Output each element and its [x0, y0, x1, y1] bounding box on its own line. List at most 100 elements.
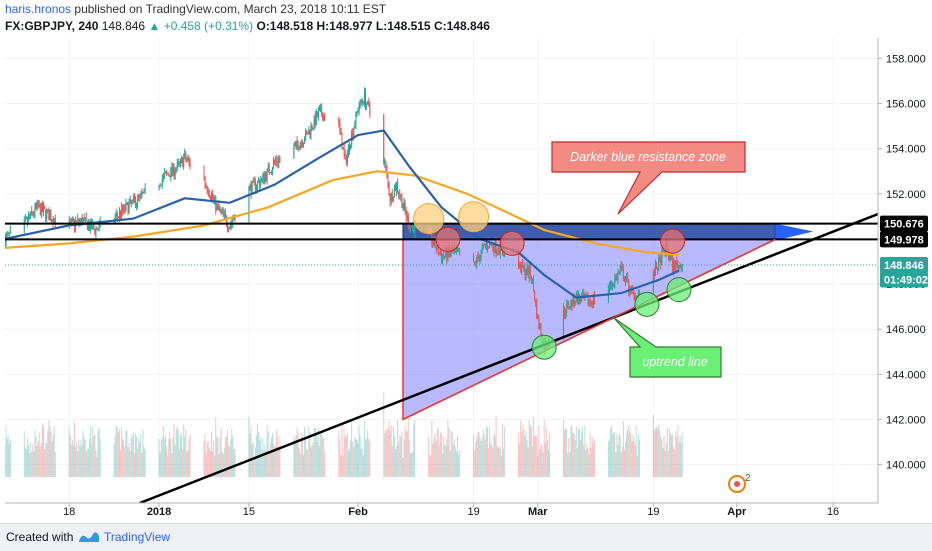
volume-bar	[316, 442, 318, 477]
candle-body	[444, 255, 446, 258]
volume-bar	[497, 446, 499, 477]
volume-bar	[663, 435, 665, 477]
volume-bar	[188, 439, 190, 477]
volume-bar	[297, 432, 299, 477]
volume-bar	[172, 437, 174, 477]
candle-body	[124, 205, 126, 211]
candle-body	[387, 175, 389, 184]
volume-bar	[368, 438, 370, 477]
candle-body	[368, 101, 370, 106]
volume-bar	[234, 448, 236, 477]
candle-body	[125, 203, 127, 211]
x-tick-label: 19	[647, 506, 659, 518]
resistance-callout-box	[551, 141, 746, 215]
candle-body	[84, 217, 86, 219]
volume-bar	[256, 423, 258, 477]
candle-body	[160, 184, 162, 186]
volume-bar	[612, 433, 614, 477]
candle-body	[404, 202, 406, 211]
candle-body	[299, 143, 301, 149]
volume-bar	[653, 430, 655, 477]
volume-bar	[225, 436, 227, 477]
price-axis[interactable]: 158.000156.000154.000152.000150.000148.0…	[878, 53, 926, 472]
volume-bar	[313, 427, 315, 477]
volume-bar	[70, 444, 72, 477]
time-axis[interactable]: 18 2018 15 Feb 19 Mar 19 Apr 16	[63, 503, 839, 518]
candle-body	[383, 114, 385, 163]
candle-body	[262, 174, 264, 179]
candle-body	[497, 251, 499, 253]
volume-bar	[657, 428, 659, 477]
candle-body	[176, 162, 178, 169]
volume-bar	[179, 435, 181, 477]
candle-body	[521, 262, 523, 272]
volume-bar	[23, 430, 25, 477]
volume-bar	[207, 441, 209, 477]
candle-body	[234, 218, 236, 222]
author-link[interactable]: haris.hronos	[5, 2, 72, 16]
candle-body	[29, 216, 31, 218]
candle-body	[539, 326, 541, 328]
volume-bar	[307, 450, 309, 477]
candle-body	[350, 145, 352, 150]
candle-body	[538, 316, 540, 328]
volume-bar	[5, 425, 7, 477]
volume-bar	[488, 447, 490, 477]
volume-bar	[71, 439, 73, 477]
footer-bar: Created with TradingView	[0, 523, 932, 551]
volume-bar	[338, 430, 340, 477]
volume-bar	[617, 445, 619, 477]
candle-body	[68, 220, 70, 224]
candle-body	[139, 194, 141, 197]
volume-bar	[613, 432, 615, 477]
ma-fast-line	[5, 129, 680, 299]
volume-bar	[133, 453, 135, 477]
volume-bar	[659, 430, 661, 477]
candle-body	[96, 228, 98, 230]
volume-bar	[358, 425, 360, 477]
volume-bar	[116, 426, 118, 477]
volume-bar	[498, 448, 500, 477]
replay-icon[interactable]	[728, 475, 746, 493]
candle-body	[28, 216, 30, 222]
volume-bar	[344, 437, 346, 477]
candle-body	[320, 107, 322, 109]
candle-body	[489, 242, 491, 249]
candle-body	[577, 294, 579, 304]
y-tick-label: 144.000	[886, 369, 926, 381]
candle-body	[77, 218, 79, 221]
volume-bar	[41, 423, 43, 477]
volume-bar	[533, 416, 535, 477]
candle-body	[491, 244, 493, 246]
candle-body	[47, 210, 49, 212]
candle-body	[412, 226, 414, 228]
candle-body	[162, 175, 164, 179]
volume-bar	[174, 445, 176, 477]
volume-bar	[611, 425, 613, 477]
volume-bar	[216, 436, 218, 477]
candle-body	[526, 267, 528, 274]
candle-body	[593, 295, 595, 302]
volume-bar	[593, 439, 595, 477]
volume-bar	[654, 428, 656, 477]
volume-bar	[539, 449, 541, 477]
tradingview-brand-link[interactable]: TradingView	[104, 530, 171, 544]
volume-bar	[481, 438, 483, 477]
candle-body	[346, 152, 348, 164]
candle-body	[309, 129, 311, 135]
candle-body	[393, 188, 395, 198]
tradingview-logo-icon	[78, 530, 100, 549]
price-chart[interactable]: 158.000156.000154.000152.000150.000148.0…	[0, 0, 932, 523]
triangle-hypotenuse	[402, 238, 776, 421]
volume-bar	[383, 392, 385, 477]
candle-body	[338, 120, 340, 123]
volume-bar	[363, 420, 365, 477]
candle-body	[89, 224, 91, 230]
candle-body	[123, 205, 125, 211]
candle-body	[446, 249, 448, 261]
candle-body	[227, 224, 229, 228]
volume-bar	[574, 440, 576, 477]
candle-body	[161, 178, 163, 185]
candle-body	[93, 224, 95, 230]
volume-bar	[573, 433, 575, 477]
